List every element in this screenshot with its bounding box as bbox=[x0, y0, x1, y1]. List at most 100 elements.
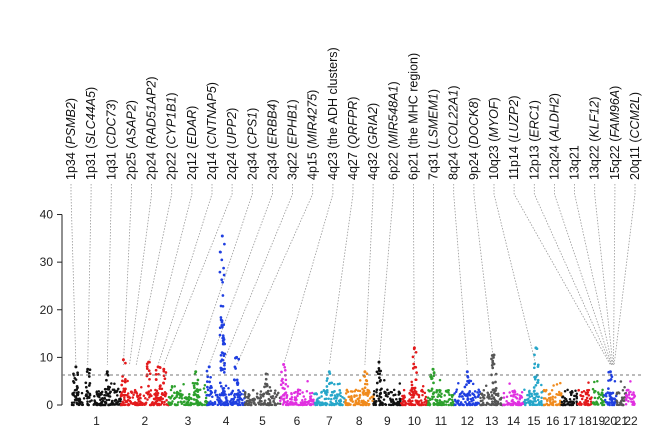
peak-point bbox=[375, 388, 379, 392]
data-point bbox=[561, 403, 564, 407]
data-point bbox=[136, 395, 139, 399]
data-point bbox=[399, 398, 402, 401]
chromosome-label: 6 bbox=[294, 414, 301, 428]
peak-point bbox=[379, 369, 383, 373]
chromosome-label: 9 bbox=[384, 414, 391, 428]
data-point bbox=[460, 395, 463, 398]
peak-point bbox=[281, 377, 284, 381]
peak-point bbox=[534, 375, 538, 379]
data-point bbox=[337, 399, 341, 403]
annotation-gene-close: ) bbox=[165, 92, 179, 96]
peak-point bbox=[221, 304, 225, 308]
data-point bbox=[75, 397, 78, 400]
annotation-locus: 20q11 bbox=[628, 146, 642, 180]
data-point bbox=[140, 386, 143, 389]
data-point bbox=[372, 390, 376, 393]
peak-point bbox=[533, 353, 536, 357]
data-point bbox=[211, 403, 214, 406]
annotation-gene: ( bbox=[527, 137, 541, 145]
data-point bbox=[428, 390, 431, 393]
data-point bbox=[587, 381, 590, 384]
peak-point bbox=[237, 357, 241, 361]
data-point bbox=[450, 398, 454, 401]
peak-point bbox=[325, 390, 329, 394]
data-point bbox=[571, 391, 574, 394]
peak-point bbox=[533, 389, 536, 393]
peak-point bbox=[466, 393, 470, 396]
data-point bbox=[132, 393, 135, 396]
peak-point bbox=[233, 393, 236, 397]
data-point bbox=[364, 400, 367, 404]
annotation-locus: 1p34 bbox=[64, 152, 78, 180]
annotation-gene: ( bbox=[145, 144, 159, 152]
data-point bbox=[259, 395, 262, 399]
data-point bbox=[92, 403, 95, 406]
annotation-label: 2q34 (ERBB4) bbox=[265, 99, 279, 180]
data-point bbox=[126, 398, 130, 402]
data-point bbox=[176, 401, 180, 404]
annotation-gene-name: ERC1 bbox=[527, 104, 541, 137]
peak-point bbox=[123, 393, 127, 397]
annotation-gene: ( bbox=[427, 144, 441, 152]
annotation-connector bbox=[208, 184, 273, 366]
data-point bbox=[315, 403, 318, 406]
data-point bbox=[355, 394, 358, 397]
peak-top-point bbox=[207, 365, 211, 369]
data-point bbox=[355, 402, 359, 406]
data-point bbox=[592, 401, 595, 404]
data-point bbox=[231, 389, 235, 393]
data-point bbox=[282, 399, 286, 403]
annotation-connector bbox=[195, 184, 253, 366]
data-point bbox=[619, 380, 623, 383]
data-point bbox=[353, 390, 357, 393]
annotation-gene-name: DOCK8 bbox=[467, 101, 481, 144]
data-point bbox=[555, 393, 558, 396]
data-point bbox=[318, 396, 321, 400]
data-point bbox=[243, 392, 247, 395]
data-point bbox=[368, 397, 372, 400]
data-point bbox=[484, 403, 488, 407]
data-point bbox=[202, 387, 206, 390]
peak-point bbox=[210, 391, 214, 394]
data-point bbox=[575, 395, 578, 399]
data-point bbox=[80, 391, 84, 395]
data-point bbox=[241, 398, 244, 402]
data-point bbox=[80, 403, 84, 407]
data-point bbox=[229, 392, 233, 396]
data-point bbox=[227, 393, 231, 396]
annotation-gene-close: ) bbox=[588, 97, 602, 101]
data-point bbox=[356, 397, 359, 401]
peak-point bbox=[218, 381, 222, 385]
data-point bbox=[109, 402, 112, 406]
data-point bbox=[473, 390, 477, 393]
data-point bbox=[586, 391, 590, 394]
peak-point bbox=[88, 368, 92, 372]
peak-top-point bbox=[363, 370, 367, 374]
data-point bbox=[486, 393, 490, 397]
peak-point bbox=[85, 370, 89, 373]
data-point bbox=[274, 389, 277, 392]
data-point bbox=[440, 402, 444, 406]
data-point bbox=[338, 389, 342, 392]
peak-point bbox=[84, 381, 88, 385]
data-point bbox=[268, 403, 271, 407]
annotation-locus: 4p15 bbox=[306, 152, 320, 180]
data-point bbox=[447, 398, 451, 401]
data-point bbox=[128, 399, 132, 403]
data-point bbox=[250, 401, 253, 404]
data-point bbox=[237, 399, 240, 402]
annotation-connector bbox=[135, 184, 173, 365]
data-point bbox=[323, 402, 327, 406]
annotation-locus: 1q31 bbox=[104, 152, 118, 180]
data-point bbox=[423, 398, 427, 401]
chromosome-label: 5 bbox=[259, 414, 266, 428]
peak-top-point bbox=[162, 367, 166, 371]
peak-point bbox=[414, 365, 418, 369]
peak-point bbox=[430, 377, 434, 380]
peak-point bbox=[206, 385, 209, 389]
data-point bbox=[552, 400, 556, 403]
peak-point bbox=[219, 304, 223, 308]
peak-point bbox=[87, 384, 91, 387]
peak-top-point bbox=[327, 370, 331, 374]
data-point bbox=[298, 388, 302, 392]
